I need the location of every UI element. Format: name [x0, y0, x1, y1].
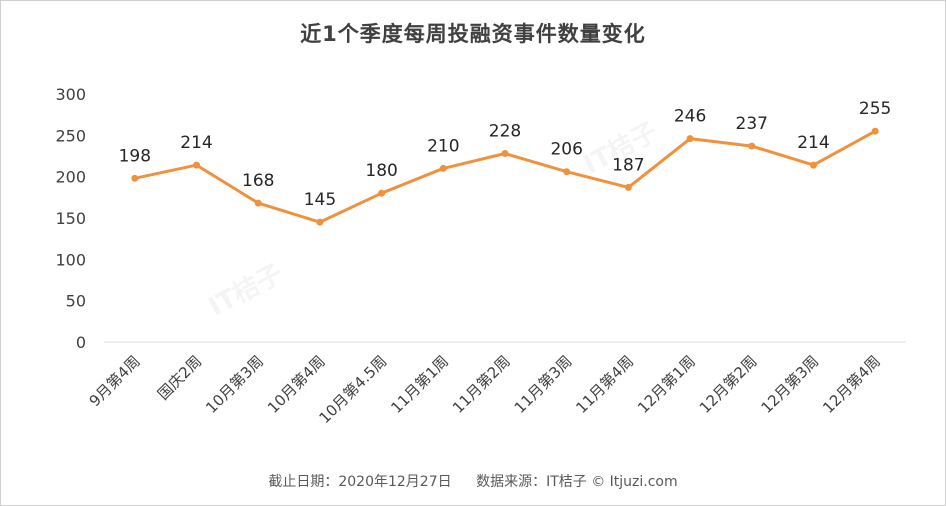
data-point: [501, 150, 509, 158]
x-tick-label: 12月第2周: [696, 352, 761, 417]
data-point: [439, 164, 447, 172]
data-label: 228: [489, 122, 521, 142]
data-point: [254, 199, 262, 207]
x-tick-label: 10月第3周: [202, 352, 267, 417]
data-label: 255: [859, 99, 891, 119]
data-label: 187: [612, 155, 644, 175]
data-label: 210: [427, 136, 459, 156]
x-tick-label: 国庆2周: [154, 352, 205, 403]
x-tick-label: 9月第4周: [86, 352, 144, 410]
data-label: 214: [797, 133, 829, 153]
data-label: 198: [119, 146, 151, 166]
x-tick-label: 12月第4周: [819, 352, 884, 417]
data-label: 237: [736, 114, 768, 134]
x-tick-label: 11月第2周: [449, 352, 514, 417]
data-label: 168: [242, 171, 274, 191]
x-tick-label: 11月第4周: [572, 352, 637, 417]
x-tick-label: 12月第3周: [757, 352, 822, 417]
data-label: 145: [304, 190, 336, 210]
x-tick-label: 12月第1周: [634, 352, 699, 417]
y-tick-label: 250: [55, 126, 86, 145]
y-tick-label: 150: [55, 209, 86, 228]
data-label: 180: [365, 161, 397, 181]
footer-date: 截止日期：2020年12月27日: [268, 474, 452, 490]
data-label: 246: [674, 107, 706, 127]
y-tick-label: 100: [55, 250, 86, 269]
data-point: [378, 189, 386, 197]
data-label: 206: [550, 140, 582, 160]
data-point: [193, 161, 201, 169]
data-point: [686, 135, 694, 143]
data-point: [871, 127, 879, 135]
y-tick-label: 200: [55, 168, 86, 187]
data-point: [316, 218, 324, 226]
y-tick-label: 0: [76, 333, 86, 352]
data-point: [131, 174, 139, 182]
data-point: [809, 161, 817, 169]
data-point: [563, 168, 571, 176]
footer-source: 数据来源：IT桔子 © Itjuzi.com: [476, 474, 678, 490]
x-tick-label: 10月第4周: [264, 352, 329, 417]
y-tick-label: 300: [55, 85, 86, 104]
x-tick-label: 11月第3周: [511, 352, 576, 417]
x-tick-label: 11月第1周: [387, 352, 452, 417]
data-label: 214: [180, 133, 212, 153]
y-tick-label: 50: [66, 292, 86, 311]
chart-title: 近1个季度每周投融资事件数量变化: [300, 22, 646, 46]
chart-footer: 截止日期：2020年12月27日 数据来源：IT桔子 © Itjuzi.com: [0, 471, 946, 491]
data-point: [624, 183, 632, 191]
data-point: [748, 142, 756, 150]
